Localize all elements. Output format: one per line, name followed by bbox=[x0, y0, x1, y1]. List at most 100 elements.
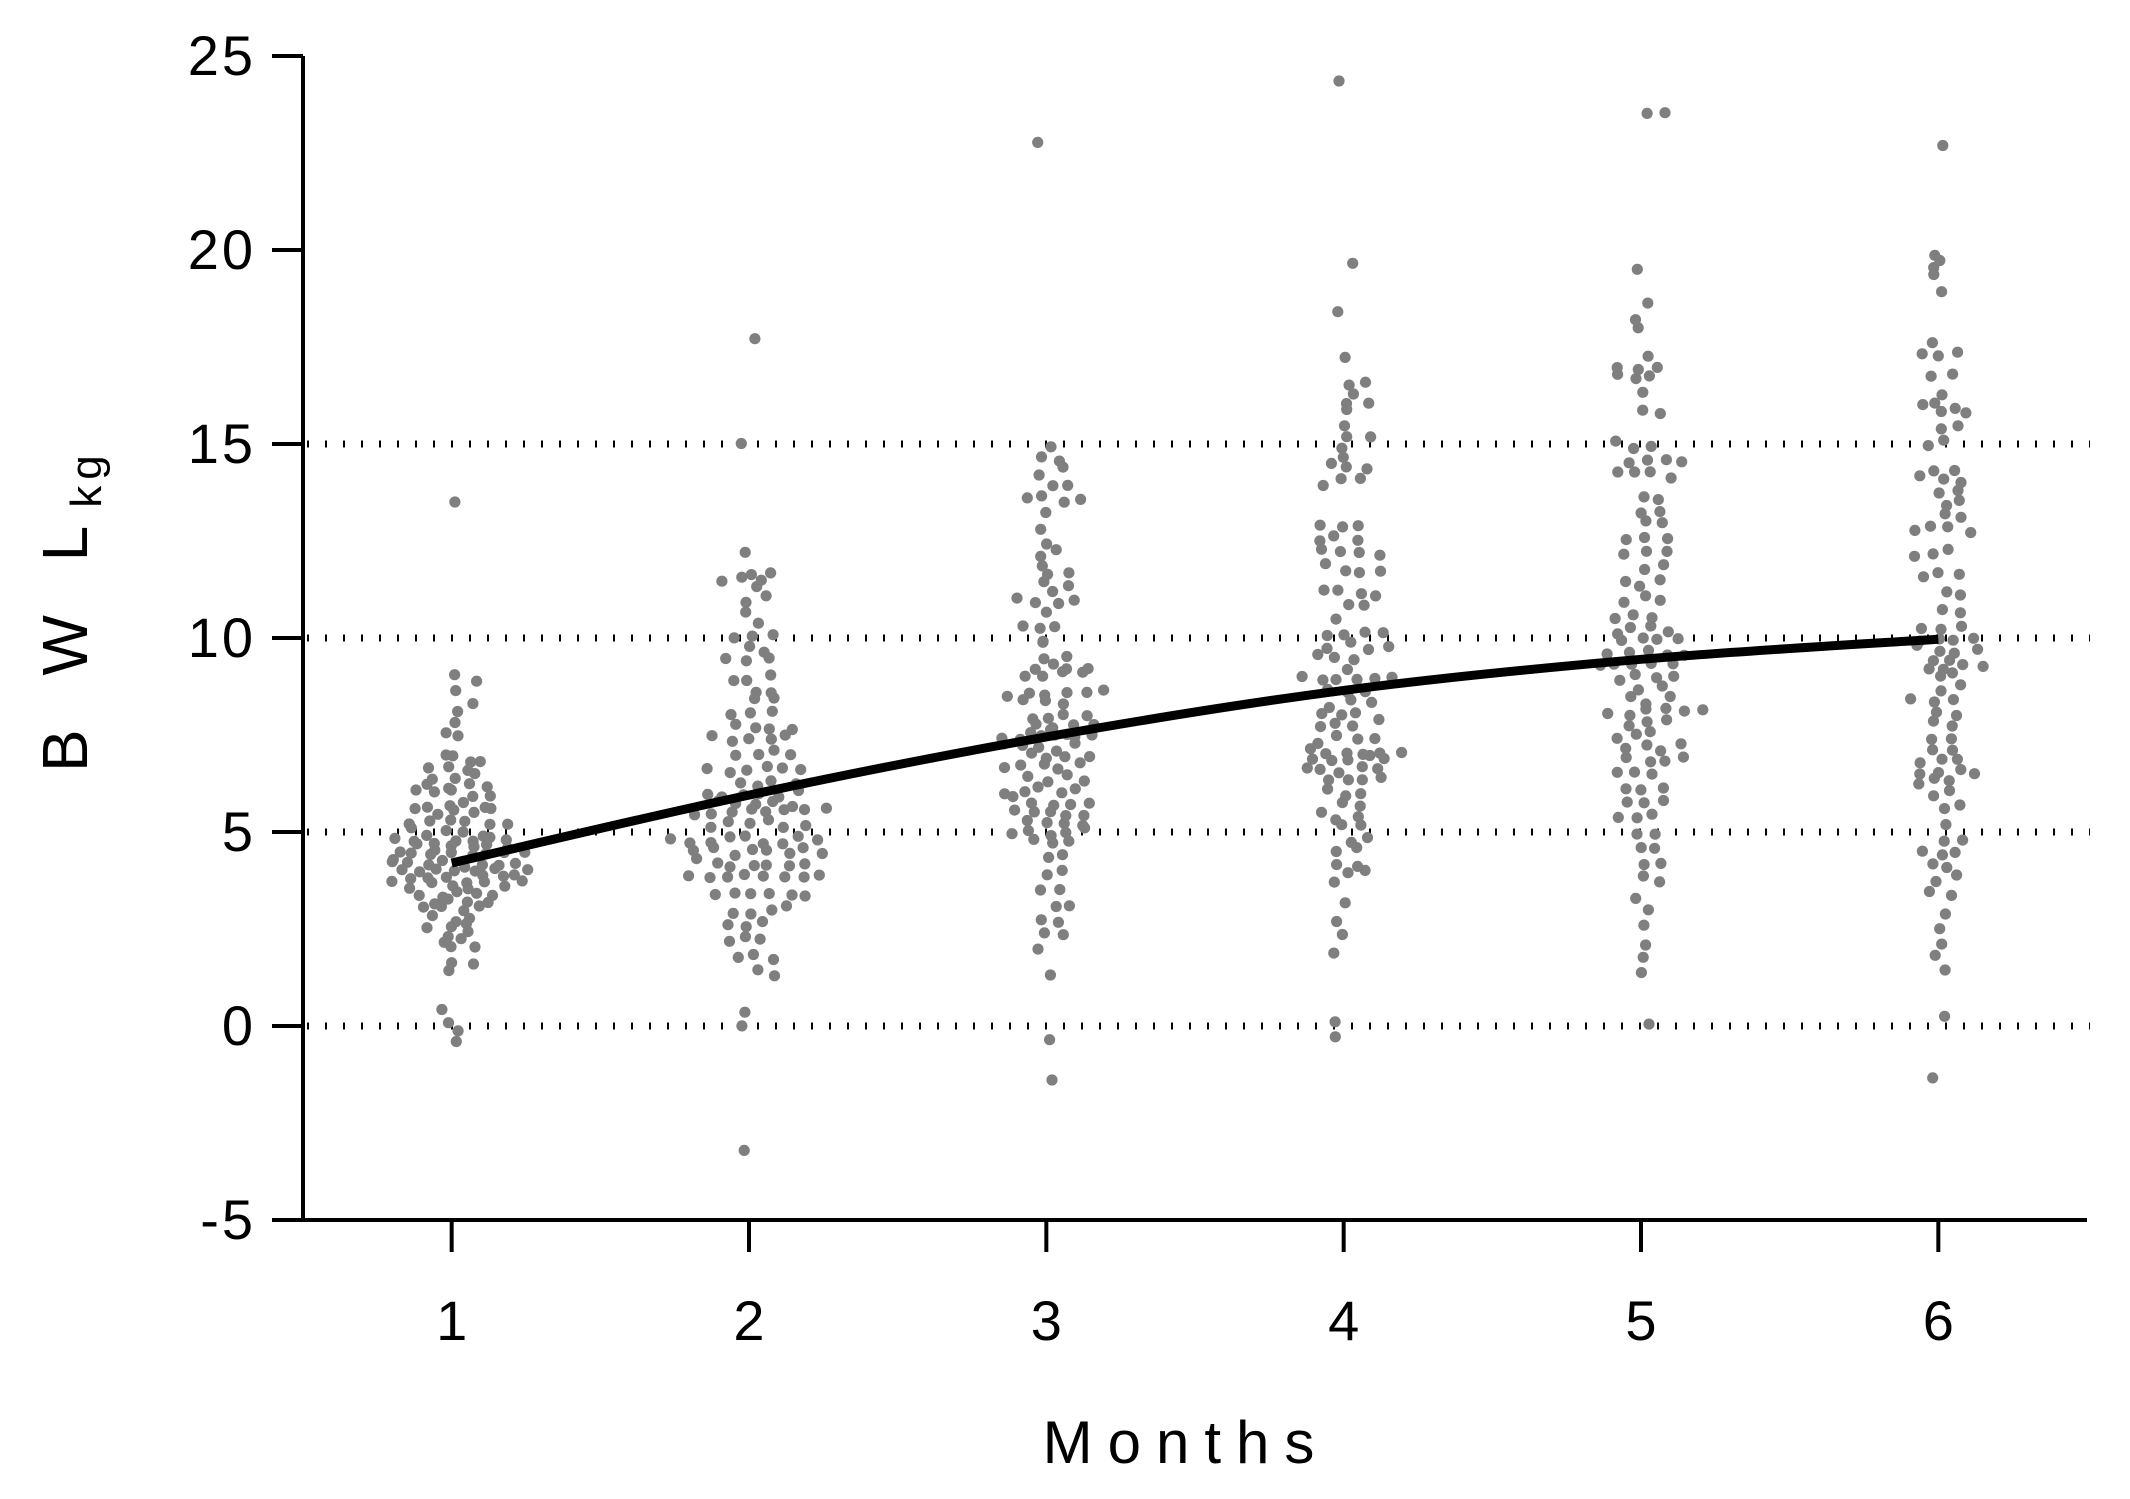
data-point bbox=[765, 733, 777, 745]
data-point bbox=[722, 919, 734, 931]
data-point bbox=[422, 762, 435, 774]
data-point bbox=[1041, 817, 1053, 829]
data-point bbox=[1661, 545, 1673, 558]
data-point bbox=[389, 832, 401, 845]
data-point bbox=[1050, 544, 1062, 556]
y-axis-title: B W Lkg bbox=[28, 449, 112, 772]
data-point bbox=[1306, 753, 1319, 765]
data-point bbox=[1017, 694, 1029, 706]
data-point bbox=[1078, 775, 1090, 787]
data-point bbox=[1098, 684, 1110, 696]
data-point bbox=[430, 863, 442, 875]
data-point bbox=[765, 669, 777, 681]
data-point bbox=[1001, 690, 1013, 702]
data-point bbox=[1955, 620, 1968, 632]
data-point bbox=[1081, 710, 1093, 722]
data-point bbox=[1936, 849, 1948, 861]
data-point bbox=[1658, 559, 1670, 571]
data-point bbox=[1058, 496, 1070, 508]
data-point bbox=[449, 716, 461, 729]
data-point bbox=[1644, 466, 1656, 478]
data-point bbox=[1637, 951, 1649, 963]
data-point bbox=[1938, 835, 1950, 847]
data-point bbox=[1032, 943, 1044, 955]
data-point bbox=[445, 814, 457, 826]
data-point bbox=[757, 870, 769, 882]
data-point bbox=[1638, 531, 1651, 544]
data-point bbox=[1314, 535, 1326, 547]
data-point bbox=[1675, 738, 1687, 750]
data-point bbox=[1364, 749, 1376, 762]
data-point bbox=[1345, 636, 1357, 648]
data-point bbox=[1329, 717, 1341, 729]
data-point bbox=[1941, 499, 1953, 512]
data-point bbox=[767, 953, 780, 966]
data-point bbox=[468, 806, 480, 819]
data-point bbox=[426, 877, 438, 889]
data-point bbox=[1017, 620, 1029, 632]
data-point bbox=[767, 795, 779, 808]
data-point bbox=[1651, 361, 1663, 373]
data-point bbox=[727, 907, 739, 920]
x-tick-label: 1 bbox=[436, 1289, 467, 1352]
data-point bbox=[683, 870, 695, 882]
x-tick-label: 2 bbox=[733, 1289, 764, 1352]
data-point bbox=[1321, 642, 1333, 655]
data-point bbox=[767, 629, 779, 641]
data-point bbox=[723, 935, 736, 947]
data-point bbox=[1676, 456, 1688, 468]
data-point bbox=[1038, 927, 1050, 939]
data-point bbox=[449, 496, 461, 508]
data-point bbox=[747, 948, 760, 961]
data-point bbox=[1361, 463, 1373, 475]
data-point bbox=[443, 964, 455, 977]
data-point bbox=[1047, 658, 1060, 670]
data-point bbox=[1656, 517, 1668, 529]
data-point bbox=[1319, 558, 1332, 570]
data-point bbox=[1053, 597, 1065, 610]
data-point bbox=[1612, 368, 1624, 380]
data-point bbox=[1038, 653, 1050, 665]
data-point bbox=[1059, 751, 1071, 763]
data-point bbox=[459, 815, 471, 827]
data-point bbox=[1033, 469, 1045, 481]
data-point bbox=[1317, 479, 1329, 492]
data-point bbox=[1645, 440, 1657, 452]
data-point bbox=[499, 880, 511, 892]
data-point bbox=[1356, 774, 1368, 786]
data-point bbox=[1052, 916, 1064, 928]
data-point bbox=[739, 1006, 751, 1018]
data-point bbox=[1331, 915, 1343, 928]
data-point bbox=[1660, 454, 1672, 466]
data-point bbox=[746, 630, 758, 642]
data-point bbox=[726, 806, 738, 818]
data-point bbox=[1363, 397, 1375, 409]
data-point bbox=[820, 802, 833, 814]
data-point bbox=[1936, 286, 1948, 298]
data-point bbox=[440, 727, 452, 739]
data-point bbox=[746, 803, 758, 815]
data-point bbox=[1077, 666, 1089, 678]
data-point bbox=[1640, 515, 1652, 527]
data-point bbox=[1908, 550, 1921, 562]
trend-line bbox=[450, 634, 1939, 868]
data-point bbox=[1923, 885, 1935, 898]
data-point bbox=[1641, 716, 1653, 728]
data-point bbox=[735, 437, 747, 450]
data-point bbox=[1019, 670, 1031, 682]
data-point bbox=[1651, 672, 1663, 684]
data-point bbox=[1331, 859, 1343, 871]
y-tick-label: 20 bbox=[188, 218, 256, 281]
data-point bbox=[1352, 534, 1364, 546]
data-point bbox=[706, 730, 718, 742]
data-point bbox=[1951, 753, 1963, 765]
data-point bbox=[1030, 718, 1042, 730]
data-point bbox=[1620, 534, 1632, 546]
data-point bbox=[1021, 492, 1033, 504]
data-point bbox=[1069, 737, 1081, 749]
data-point bbox=[1374, 549, 1386, 561]
data-point bbox=[1621, 796, 1633, 808]
data-point bbox=[1361, 832, 1374, 844]
data-point bbox=[1941, 586, 1953, 598]
